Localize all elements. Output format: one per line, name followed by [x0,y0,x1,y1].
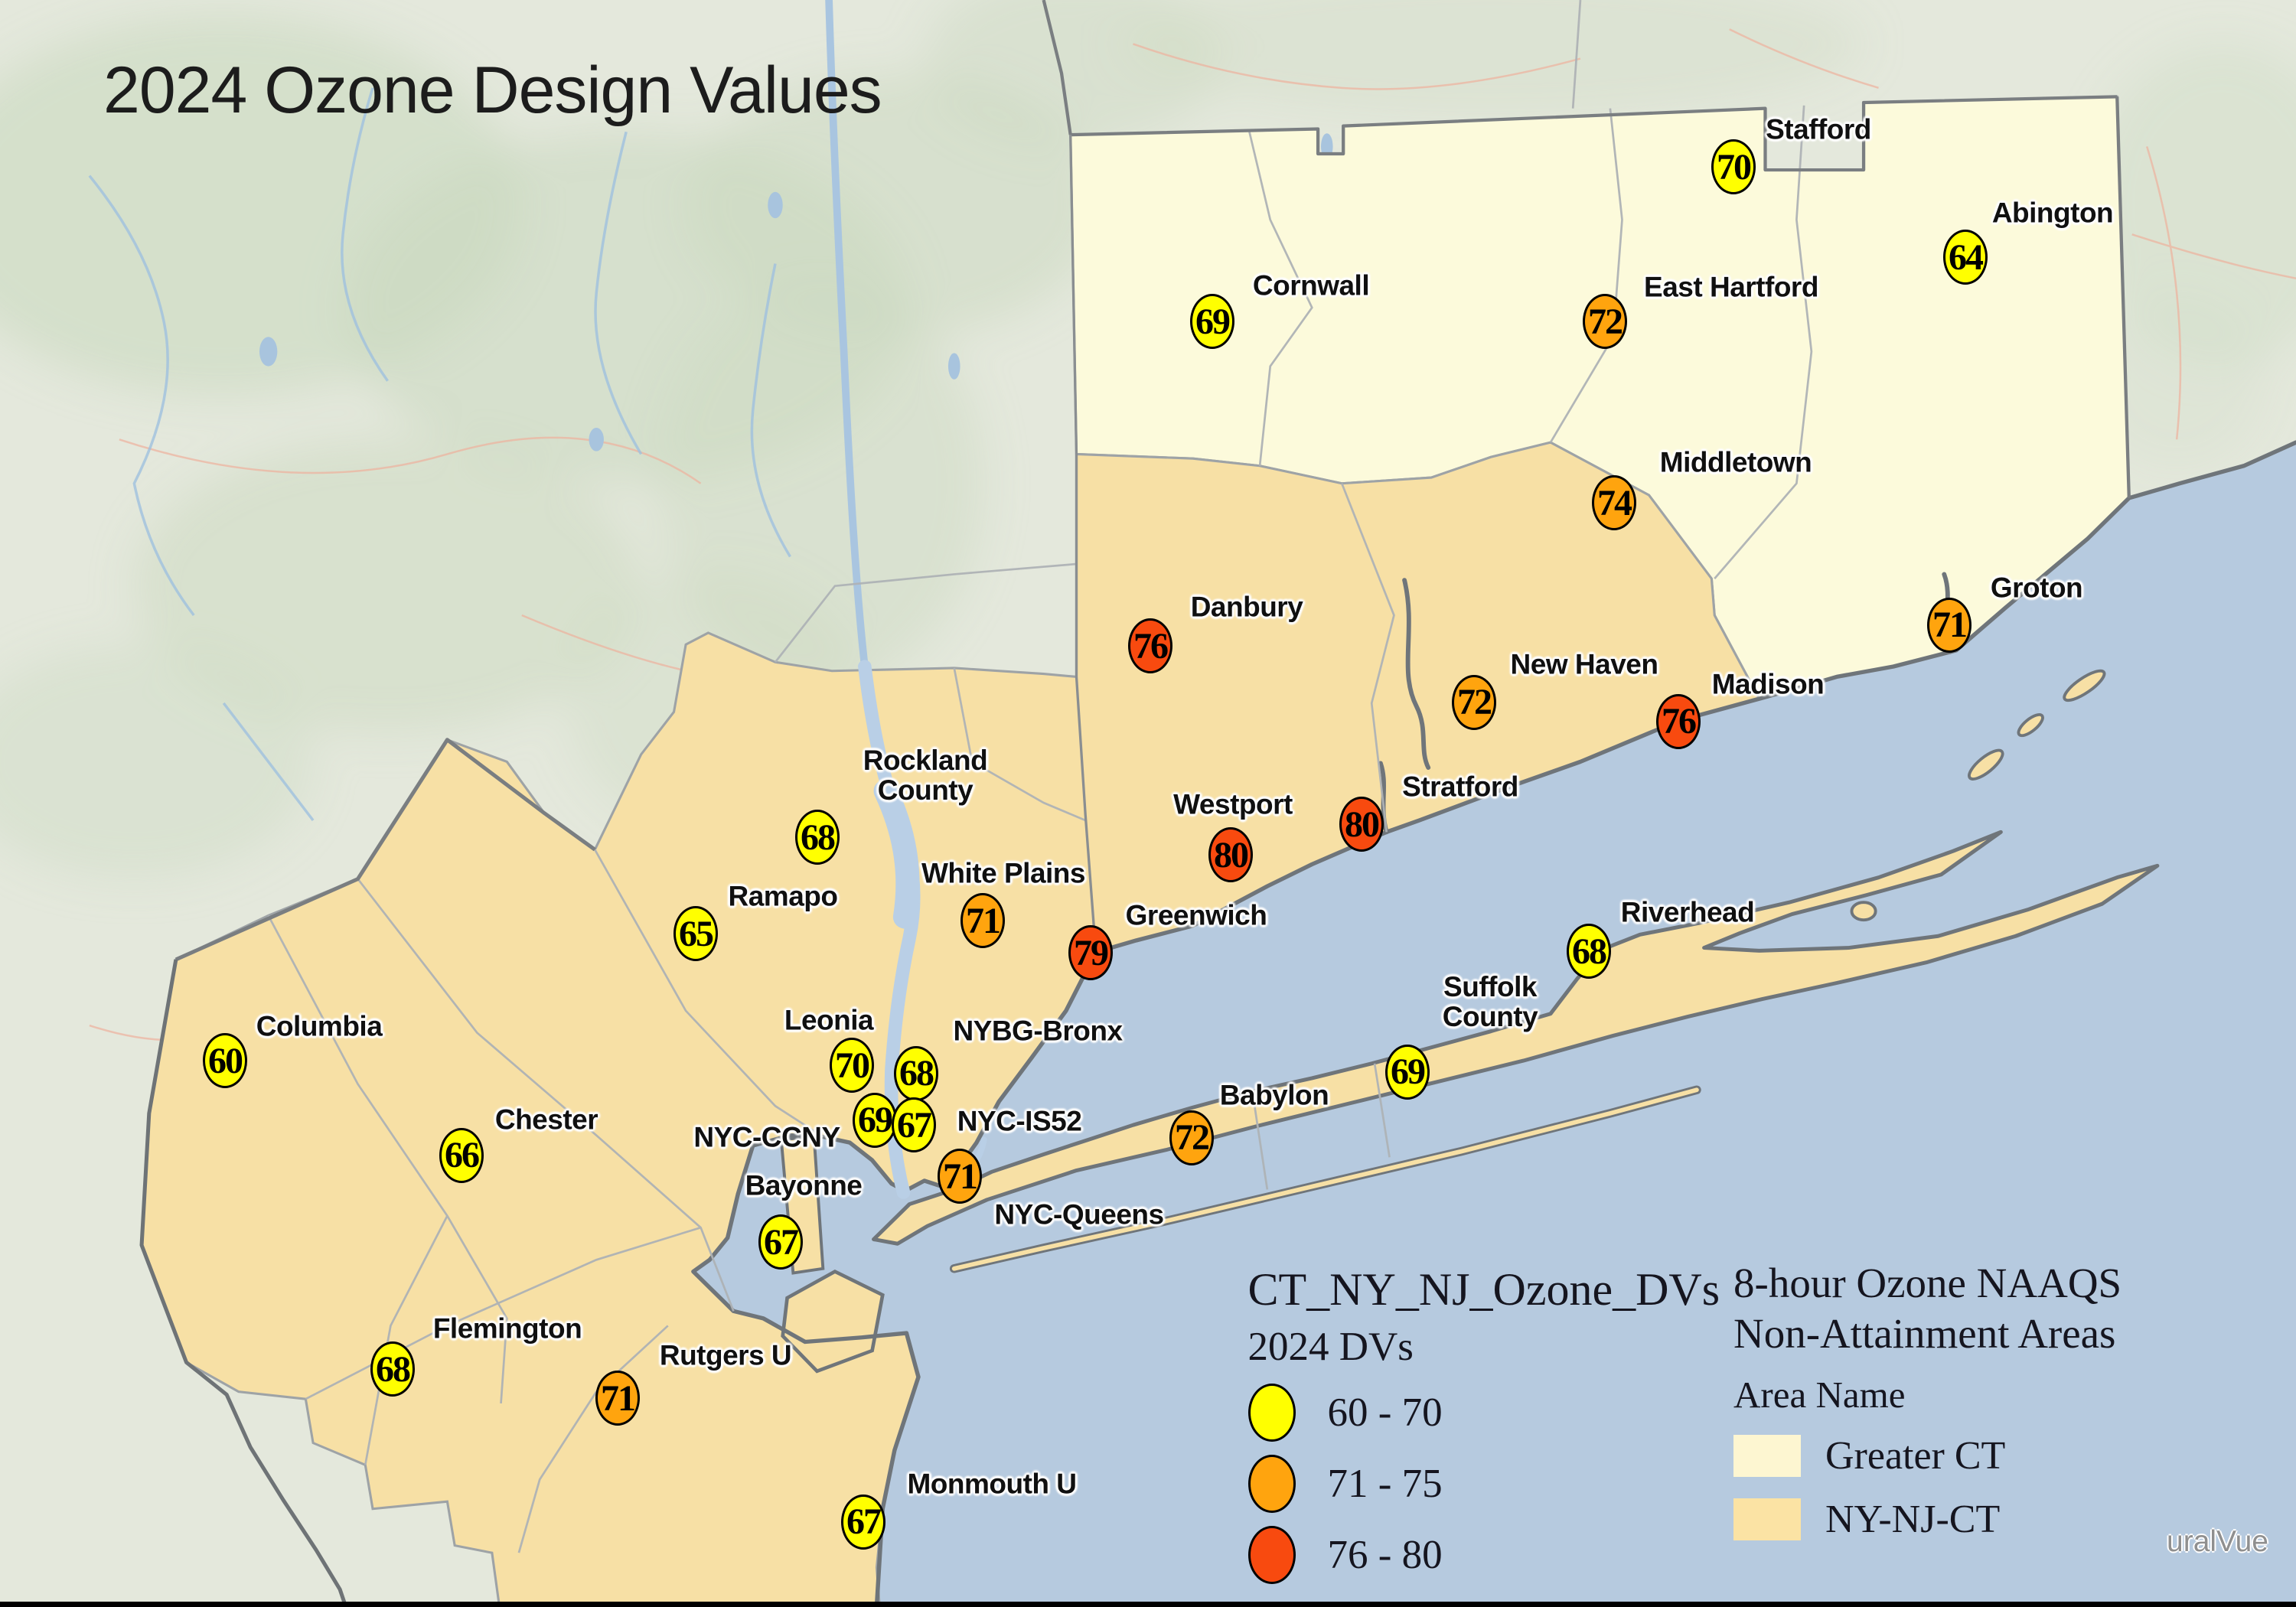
station-marker: 69 [1385,1044,1430,1100]
station-marker: 76 [1128,618,1172,674]
station-label: Groton [1990,572,2083,604]
station-label: NYBG-Bronx [953,1015,1123,1047]
station-label: Stratford [1402,771,1518,803]
station-label: Abington [1991,197,2114,229]
area-label: NY-NJ-CT [1825,1497,2001,1541]
station-marker: 60 [203,1033,247,1088]
legend-dv-rows: 60 - 70 71 - 75 76 - 80 [1247,1383,1720,1585]
station-label: Chester [494,1103,598,1136]
dv-class-label: 60 - 70 [1327,1390,1443,1435]
legend-areas-title: 8-hour Ozone NAAQS Non-Attainment Areas [1733,1260,2122,1358]
county-lines [267,0,1813,1553]
station-marker: 80 [1208,827,1253,883]
station-marker: 69 [852,1092,897,1148]
barrier-islands-fill [951,1087,1699,1271]
staten-island [781,1270,885,1374]
station-marker: 74 [1592,475,1636,531]
station-label: Rutgers U [659,1339,792,1371]
dv-class-swatch [1247,1383,1296,1442]
station-label: Greenwich [1125,899,1267,931]
legend-ozone-dv: CT_NY_NJ_Ozone_DVs 2024 DVs 60 - 70 71 -… [1247,1263,1720,1596]
station-label: Madison [1711,668,1825,700]
station-marker: 65 [673,906,718,962]
state-borders [139,0,2131,1607]
legend-dv-row: 76 - 80 [1247,1525,1720,1585]
legend-area-row: NY-NJ-CT [1733,1497,2162,1541]
station-label: Westport [1173,788,1293,820]
legend-areas-subtitle: Area Name [1733,1374,1906,1416]
station-label: Ramapo [728,880,838,912]
station-marker: 70 [1711,139,1756,195]
page-title: 2024 Ozone Design Values [103,54,882,128]
station-label: Babylon [1219,1079,1329,1111]
water-atlantic-and-sound [693,442,2296,1607]
terrain-streams [88,87,791,822]
station-marker: 68 [1566,924,1611,980]
station-marker: 66 [439,1127,484,1183]
area-swatch [1733,1434,1801,1477]
station-marker: 71 [960,893,1005,949]
station-label: Suffolk County [1442,971,1538,1033]
area-swatch [1733,1498,1801,1540]
dv-class-swatch [1247,1454,1296,1513]
area-label: Greater CT [1825,1433,2006,1478]
dv-class-swatch [1247,1525,1296,1584]
station-marker: 79 [1068,925,1113,981]
station-label: Flemington [432,1312,582,1345]
station-marker: 67 [758,1214,803,1270]
station-label: NYC-CCNY [693,1121,840,1153]
station-label: New Haven [1510,648,1658,680]
legend-dv-row: 60 - 70 [1247,1383,1720,1442]
station-marker: 72 [1583,294,1627,349]
station-label: NYC-IS52 [957,1105,1082,1137]
station-marker: 67 [892,1097,936,1152]
legend-area-row: Greater CT [1733,1433,2162,1478]
legend-dv-title: CT_NY_NJ_Ozone_DVs [1247,1263,1720,1315]
station-marker: 80 [1339,797,1384,852]
station-label: Monmouth U [907,1468,1077,1500]
station-marker: 71 [595,1371,640,1426]
station-marker: 67 [840,1494,885,1550]
station-label: Stafford [1766,113,1871,145]
legend-area-rows: Greater CT NY-NJ-CT [1733,1433,2162,1541]
station-marker: 68 [894,1045,938,1101]
dv-class-label: 71 - 75 [1327,1461,1443,1506]
station-label: Cornwall [1252,269,1370,302]
station-marker: 71 [938,1149,982,1204]
station-label: Middletown [1659,446,1812,478]
station-label: Bayonne [745,1169,863,1201]
station-label: White Plains [921,857,1085,889]
station-marker: 68 [370,1341,415,1397]
legend-dv-subtitle: 2024 DVs [1247,1324,1414,1369]
station-marker: 76 [1656,693,1701,749]
map-neatline [0,1602,2296,1607]
station-label: Rockland County [863,745,988,807]
dv-class-label: 76 - 80 [1327,1532,1443,1577]
station-marker: 71 [1927,597,1971,653]
station-marker: 72 [1451,674,1496,730]
terrain-forest-shading [0,0,2296,879]
station-label: Columbia [256,1010,383,1042]
terrain-lakes [259,133,1333,451]
station-label: East Hartford [1644,271,1818,303]
station-marker: 72 [1169,1110,1214,1165]
station-label: Riverhead [1620,896,1755,928]
station-label: Leonia [784,1004,874,1036]
station-marker: 69 [1190,294,1234,349]
station-label: Danbury [1190,591,1303,623]
sound-islands [1850,669,2106,922]
station-marker: 68 [794,810,840,865]
legend-dv-row: 71 - 75 [1247,1454,1720,1514]
station-marker: 64 [1943,230,1988,285]
legend-naaqs-areas: 8-hour Ozone NAAQS Non-Attainment Areas … [1733,1258,2162,1561]
station-marker: 70 [829,1038,874,1094]
basemap-watermark: uralVue [2167,1524,2268,1558]
station-label: NYC-Queens [994,1198,1164,1231]
